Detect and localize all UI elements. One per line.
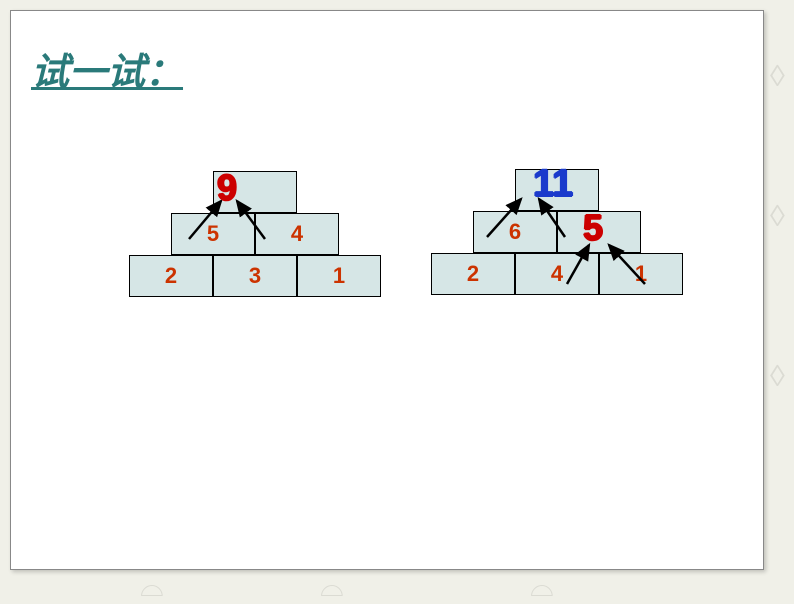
block-r3-1: 4 <box>515 253 599 295</box>
num: 6 <box>509 219 521 245</box>
answer-top: 11 <box>533 163 573 206</box>
pyramid-left: 5 4 2 3 1 9 <box>129 171 389 311</box>
bg-deco: ◊ <box>770 60 785 94</box>
bg-deco: ⌓ <box>530 570 554 604</box>
block-r3-2: 1 <box>599 253 683 295</box>
block-r2-0: 6 <box>473 211 557 253</box>
bg-deco: ◊ <box>770 200 785 234</box>
slide: 试一试： 5 4 2 3 1 <box>10 10 764 570</box>
num: 1 <box>333 263 345 289</box>
pyramid-right: 6 2 4 1 11 5 <box>431 169 691 309</box>
num: 1 <box>635 261 647 287</box>
num: 2 <box>165 263 177 289</box>
block-r3-0: 2 <box>129 255 213 297</box>
block-r3-2: 1 <box>297 255 381 297</box>
block-r3-0: 2 <box>431 253 515 295</box>
num: 5 <box>207 221 219 247</box>
bg-deco: ⌓ <box>140 570 164 604</box>
block-r2-0: 5 <box>171 213 255 255</box>
answer-top: 9 <box>217 167 237 209</box>
num: 4 <box>291 221 303 247</box>
num: 4 <box>551 261 563 287</box>
num: 3 <box>249 263 261 289</box>
title: 试一试： <box>31 41 183 96</box>
num: 2 <box>467 261 479 287</box>
block-r3-1: 3 <box>213 255 297 297</box>
block-r2-1: 4 <box>255 213 339 255</box>
bg-deco: ⌓ <box>320 570 344 604</box>
bg-deco: ◊ <box>770 360 785 394</box>
answer-r2: 5 <box>583 207 603 249</box>
